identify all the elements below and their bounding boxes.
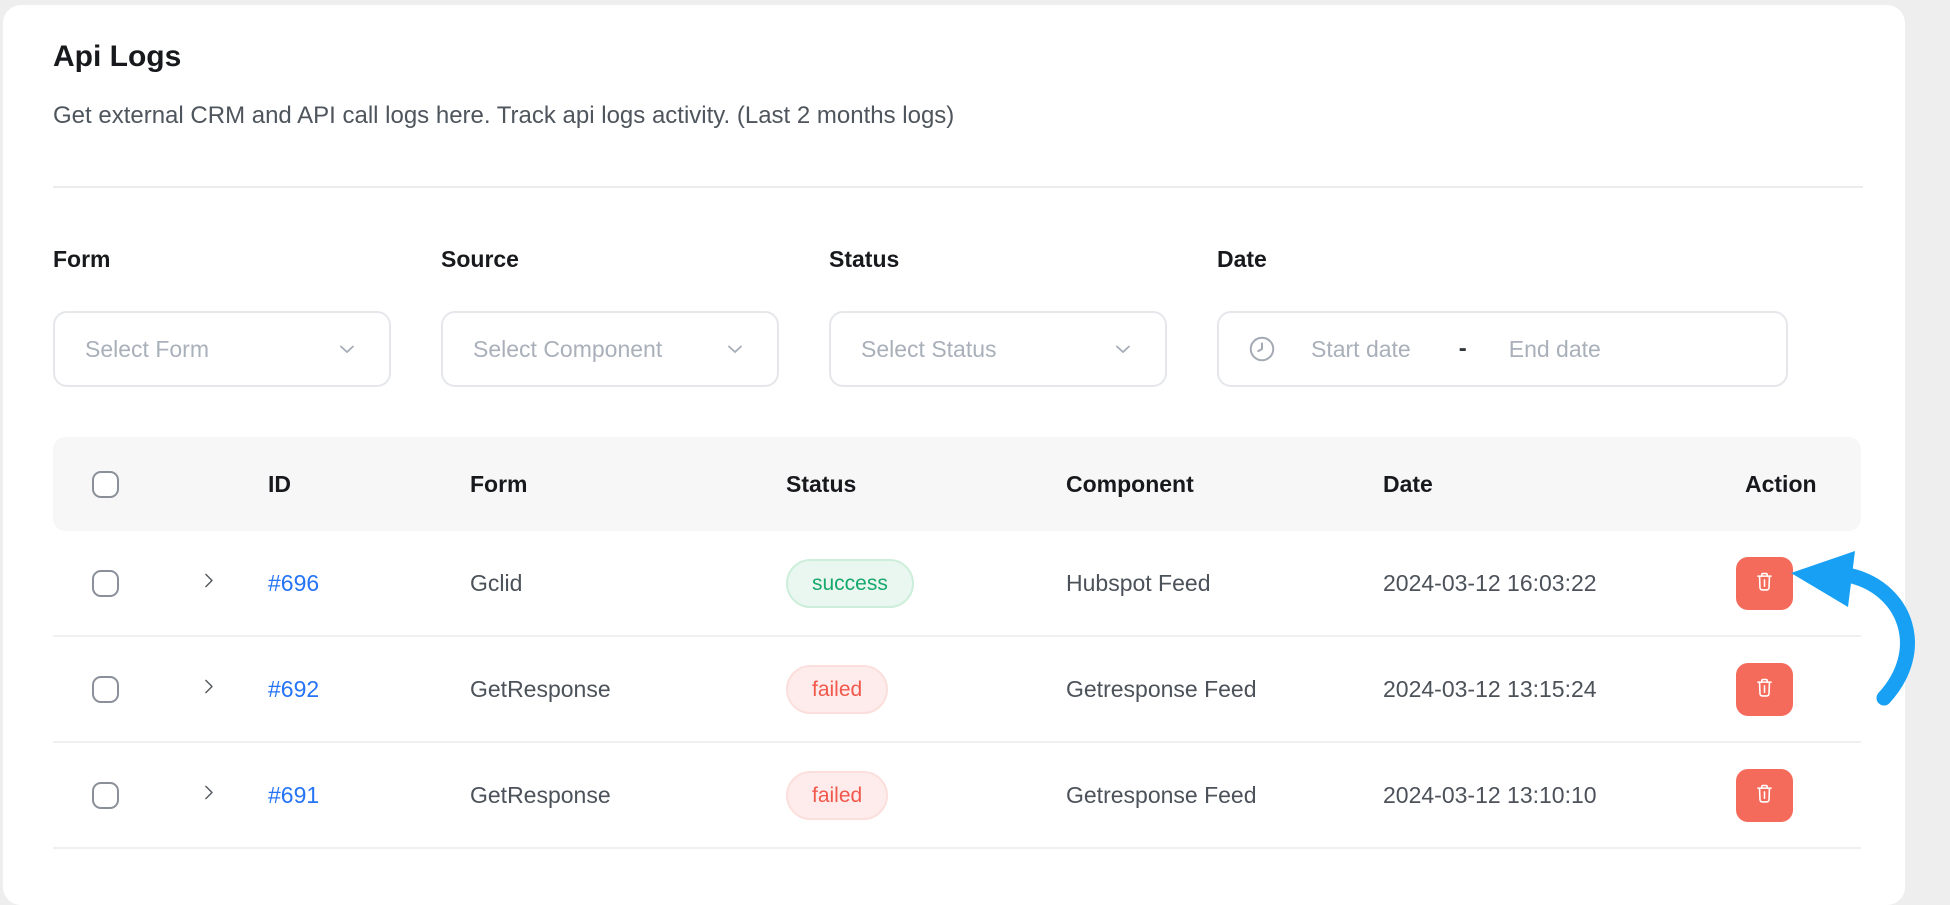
trash-icon (1751, 780, 1778, 810)
chevron-down-icon (1111, 337, 1135, 361)
status-badge: failed (786, 664, 889, 714)
status-select[interactable]: Select Status (829, 311, 1167, 387)
filters-bar: Form Select Form Source Select Component (53, 246, 1861, 387)
chevron-down-icon (723, 337, 747, 361)
status-badge: failed (786, 770, 889, 820)
header-id: ID (268, 470, 291, 497)
header-action: Action (1745, 470, 1817, 497)
header-form: Form (470, 470, 528, 497)
clock-icon (1247, 334, 1277, 364)
form-cell: GetResponse (470, 781, 611, 808)
row-checkbox[interactable] (92, 675, 119, 703)
source-filter-label: Source (441, 246, 519, 272)
chevron-right-icon (198, 570, 219, 596)
header-date: Date (1383, 470, 1433, 497)
table-row: #691 GetResponse failed Getresponse Feed… (53, 743, 1861, 849)
api-logs-table: ID Form Status Component Date Action #69… (53, 437, 1861, 849)
end-date-input[interactable]: End date (1508, 335, 1601, 362)
component-cell: Hubspot Feed (1066, 569, 1211, 596)
component-cell: Getresponse Feed (1066, 675, 1257, 702)
delete-button[interactable] (1736, 768, 1793, 822)
form-cell: GetResponse (470, 675, 611, 702)
select-all-checkbox[interactable] (92, 470, 119, 498)
delete-button[interactable] (1736, 556, 1793, 610)
table-row: #696 Gclid success Hubspot Feed 2024-03-… (53, 531, 1861, 637)
chevron-right-icon (198, 782, 219, 808)
log-id-link[interactable]: #696 (268, 569, 320, 596)
form-select-placeholder: Select Form (85, 335, 209, 362)
trash-icon (1751, 568, 1778, 598)
chevron-right-icon (198, 676, 219, 702)
date-cell: 2024-03-12 13:15:24 (1383, 675, 1597, 702)
trash-icon (1751, 674, 1778, 704)
expand-row-button[interactable] (196, 676, 268, 702)
source-select[interactable]: Select Component (441, 311, 779, 387)
table-header-row: ID Form Status Component Date Action (53, 437, 1861, 531)
page-subtitle: Get external CRM and API call logs here.… (53, 102, 955, 129)
date-filter-label: Date (1217, 246, 1267, 272)
page-title: Api Logs (53, 40, 182, 73)
status-badge: success (786, 558, 914, 608)
row-checkbox[interactable] (92, 569, 119, 597)
date-cell: 2024-03-12 16:03:22 (1383, 569, 1597, 596)
source-select-placeholder: Select Component (473, 335, 663, 362)
start-date-input[interactable]: Start date (1311, 335, 1411, 362)
date-range-picker[interactable]: Start date - End date (1217, 311, 1788, 387)
status-select-placeholder: Select Status (861, 335, 997, 362)
form-select[interactable]: Select Form (53, 311, 391, 387)
chevron-down-icon (335, 337, 359, 361)
log-id-link[interactable]: #692 (268, 675, 320, 702)
delete-button[interactable] (1736, 662, 1793, 716)
date-cell: 2024-03-12 13:10:10 (1383, 781, 1597, 808)
api-logs-card: Api Logs Get external CRM and API call l… (3, 5, 1905, 905)
table-row: #692 GetResponse failed Getresponse Feed… (53, 637, 1861, 743)
expand-row-button[interactable] (196, 570, 268, 596)
form-cell: Gclid (470, 569, 523, 596)
section-divider (53, 186, 1863, 188)
date-range-separator: - (1458, 335, 1467, 362)
log-id-link[interactable]: #691 (268, 781, 320, 808)
status-filter-label: Status (829, 246, 900, 272)
component-cell: Getresponse Feed (1066, 781, 1257, 808)
header-status: Status (786, 470, 857, 497)
header-component: Component (1066, 470, 1194, 497)
expand-row-button[interactable] (196, 782, 268, 808)
row-checkbox[interactable] (92, 781, 119, 809)
form-filter-label: Form (53, 246, 111, 272)
